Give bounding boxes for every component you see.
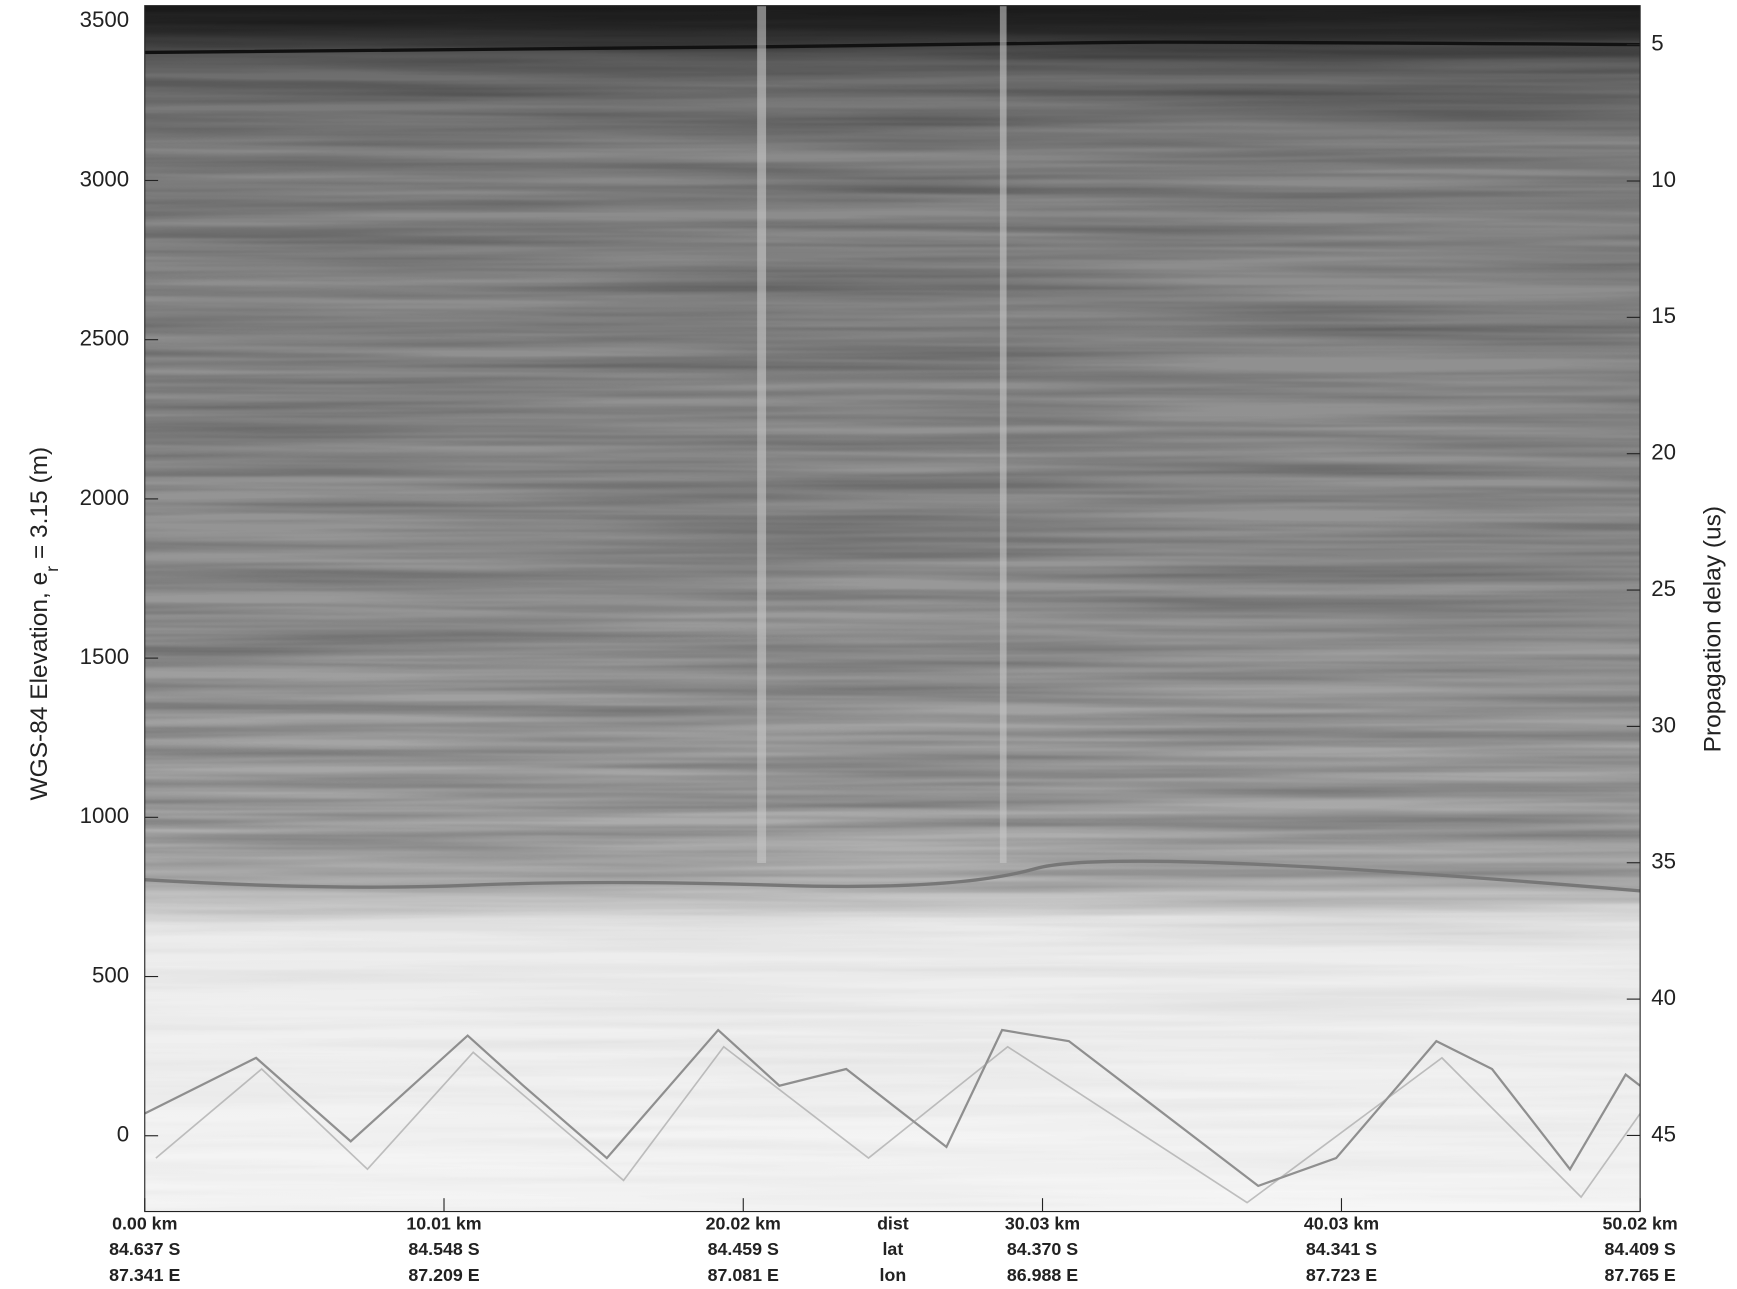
x-tick-lat: 84.409 S [1605,1239,1676,1259]
y2-tick-label: 35 [1651,849,1676,874]
x-row-label: lon [880,1265,907,1284]
y2-tick-label: 40 [1651,985,1676,1010]
y-tick-label: 2500 [80,326,130,351]
x-tick-lat: 84.548 S [408,1239,479,1259]
echogram [144,5,1641,1212]
x-tick-lat: 84.370 S [1007,1239,1078,1259]
y-tick-label: 500 [92,962,129,987]
x-tick-lat: 84.637 S [109,1239,180,1259]
y-tick-label: 2000 [80,485,130,510]
y-tick-label: 1500 [80,644,130,669]
x-tick-lat: 84.341 S [1306,1239,1377,1259]
y2-tick-label: 15 [1651,303,1676,328]
x-tick-lon: 87.081 E [708,1265,779,1284]
x-tick-label: 50.02 km [1603,1214,1678,1234]
y-tick-label: 3000 [80,166,130,191]
y2-tick-label: 30 [1651,712,1676,737]
x-tick-lon: 87.765 E [1605,1265,1676,1284]
x-row-label: lat [882,1239,903,1259]
y2-tick-label: 25 [1651,576,1676,601]
y2-tick-label: 45 [1651,1121,1676,1146]
x-tick-lon: 86.988 E [1007,1265,1078,1284]
x-tick-label: 10.01 km [406,1214,481,1234]
x-row-label: dist [877,1214,909,1234]
x-tick-lat: 84.459 S [708,1239,779,1259]
y2-tick-label: 10 [1651,167,1676,192]
y2-tick-label: 20 [1651,440,1676,465]
x-tick-lon: 87.341 E [109,1265,180,1284]
y-axis-label: WGS-84 Elevation, er = 3.15 (m) [26,447,62,801]
x-tick-label: 30.03 km [1005,1214,1080,1234]
x-tick-label: 20.02 km [706,1214,781,1234]
y2-axis-label: Propagation delay (us) [1699,506,1726,752]
x-tick-lon: 87.209 E [408,1265,479,1284]
y-tick-label: 3500 [80,7,130,32]
x-tick-label: 40.03 km [1304,1214,1379,1234]
plot-frame [144,5,1641,1213]
y-tick-label: 1000 [80,803,130,828]
x-tick-lon: 87.723 E [1306,1265,1377,1284]
x-tick-label: 0.00 km [112,1214,177,1234]
y2-tick-label: 5 [1651,31,1663,56]
y-tick-label: 0 [117,1122,129,1147]
